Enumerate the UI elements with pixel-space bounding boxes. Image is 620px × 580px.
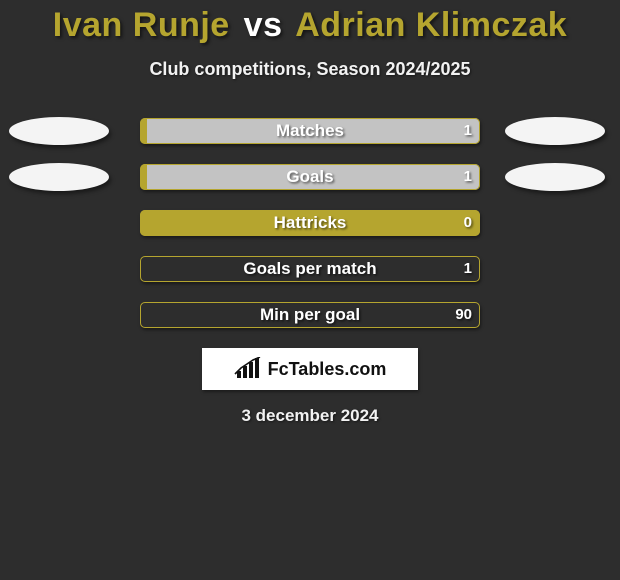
- page-title: Ivan Runje vs Adrian Klimczak: [0, 0, 620, 45]
- player2-name: Adrian Klimczak: [295, 6, 567, 44]
- subtitle: Club competitions, Season 2024/2025: [0, 59, 620, 80]
- stat-bar: [140, 118, 480, 144]
- stat-row: Goals1: [0, 164, 620, 190]
- player1-avatar: [9, 163, 109, 191]
- brand-text: FcTables.com: [268, 359, 387, 380]
- chart-bars-icon: [234, 357, 262, 381]
- stat-row: Min per goal90: [0, 302, 620, 328]
- player1-name: Ivan Runje: [53, 6, 230, 44]
- stat-row: Goals per match1: [0, 256, 620, 282]
- snapshot-date: 3 december 2024: [0, 406, 620, 426]
- stat-bar-left: [140, 210, 480, 236]
- stat-bar: [140, 302, 480, 328]
- stat-bar-right: [147, 164, 480, 190]
- vs-text: vs: [244, 6, 283, 44]
- player1-avatar: [9, 117, 109, 145]
- stat-bar-right: [147, 118, 480, 144]
- comparison-card: Ivan Runje vs Adrian Klimczak Club compe…: [0, 0, 620, 426]
- brand-badge[interactable]: FcTables.com: [202, 348, 418, 390]
- stat-bar: [140, 164, 480, 190]
- stat-bar-left: [140, 118, 147, 144]
- player2-avatar: [505, 117, 605, 145]
- player2-avatar: [505, 163, 605, 191]
- stat-bar: [140, 256, 480, 282]
- stats-list: Matches1 Goals1 Hattricks0 Goals per match1…: [0, 118, 620, 328]
- stat-row: Matches1: [0, 118, 620, 144]
- stat-bar-left: [140, 164, 147, 190]
- stat-row: Hattricks0: [0, 210, 620, 236]
- stat-bar: [140, 210, 480, 236]
